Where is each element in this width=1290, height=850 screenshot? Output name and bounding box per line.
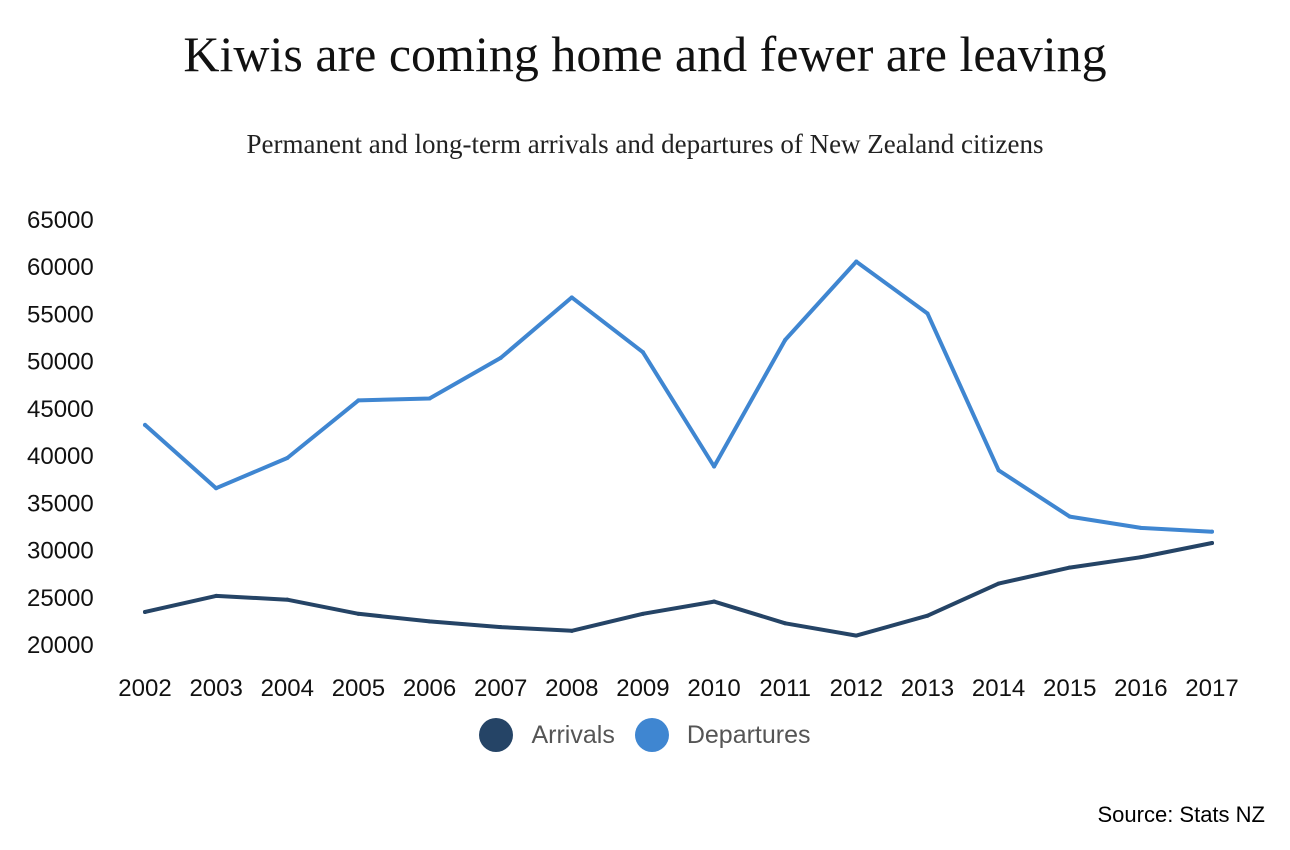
legend-item-arrivals[interactable]: Arrivals — [479, 718, 615, 752]
y-tick-label: 45000 — [27, 396, 94, 423]
data-point-departures — [1067, 514, 1072, 519]
x-tick-label: 2014 — [972, 675, 1025, 702]
y-tick-label: 65000 — [27, 207, 94, 234]
data-point-arrivals — [925, 613, 930, 618]
data-point-arrivals — [640, 611, 645, 616]
x-tick-label: 2009 — [616, 675, 669, 702]
data-point-arrivals — [143, 609, 147, 614]
series-lines — [143, 259, 1214, 638]
data-point-departures — [1210, 529, 1214, 534]
x-tick-label: 2002 — [118, 675, 171, 702]
data-point-departures — [854, 259, 859, 264]
legend-item-departures[interactable]: Departures — [634, 718, 811, 752]
x-tick-label: 2015 — [1043, 675, 1096, 702]
data-point-departures — [498, 355, 503, 360]
x-axis: 2002 2003 2004 2005 2006 2007 2008 2009 2010 2011… — [118, 675, 1238, 702]
data-point-departures — [783, 337, 788, 342]
series-line-departures — [143, 259, 1214, 534]
x-tick-label: 2008 — [545, 675, 598, 702]
y-tick-label: 60000 — [27, 254, 94, 281]
x-tick-label: 2005 — [332, 675, 385, 702]
data-point-departures — [712, 464, 717, 469]
y-tick-label: 35000 — [27, 490, 94, 517]
data-point-arrivals — [569, 628, 574, 633]
data-point-arrivals — [214, 593, 219, 598]
y-tick-label: 30000 — [27, 538, 94, 565]
chart-title: Kiwis are coming home and fewer are leav… — [183, 26, 1107, 82]
data-point-arrivals — [996, 581, 1001, 586]
data-point-arrivals — [1210, 541, 1214, 545]
y-axis: 20000 25000 30000 35000 40000 45000 50000 55000… — [27, 207, 94, 659]
series-line-arrivals — [143, 541, 1214, 638]
x-tick-label: 2010 — [687, 675, 740, 702]
legend-swatch-departures — [634, 718, 669, 752]
data-point-arrivals — [498, 625, 503, 630]
data-point-arrivals — [1138, 555, 1143, 560]
data-point-arrivals — [854, 633, 859, 638]
y-tick-label: 40000 — [27, 443, 94, 470]
x-tick-label: 2017 — [1185, 675, 1238, 702]
data-point-arrivals — [783, 621, 788, 626]
y-tick-label: 50000 — [27, 349, 94, 376]
data-point-arrivals — [1067, 565, 1072, 570]
data-point-departures — [996, 468, 1001, 473]
x-tick-label: 2011 — [759, 675, 811, 702]
data-point-arrivals — [285, 597, 290, 602]
data-point-departures — [285, 456, 290, 460]
y-tick-label: 55000 — [27, 301, 94, 328]
data-point-departures — [143, 422, 147, 427]
legend-label-arrivals: Arrivals — [531, 721, 615, 749]
x-tick-label: 2013 — [901, 675, 954, 702]
data-point-departures — [214, 486, 219, 491]
legend-swatch-arrivals — [479, 718, 514, 752]
data-point-departures — [1138, 525, 1143, 530]
data-point-arrivals — [427, 619, 432, 624]
x-tick-label: 2006 — [403, 675, 456, 702]
y-tick-label: 25000 — [27, 585, 94, 612]
y-tick-label: 20000 — [27, 632, 94, 659]
x-tick-label: 2016 — [1114, 675, 1167, 702]
x-tick-label: 2012 — [830, 675, 883, 702]
legend: Arrivals Departures — [0, 718, 1290, 752]
data-point-arrivals — [356, 611, 361, 616]
data-point-departures — [925, 311, 930, 316]
data-point-arrivals — [712, 599, 717, 604]
data-point-departures — [569, 295, 574, 300]
source-note: Source: Stats NZ — [1097, 802, 1265, 827]
x-tick-label: 2007 — [474, 675, 527, 702]
data-point-departures — [356, 398, 361, 403]
data-point-departures — [640, 350, 645, 355]
x-tick-label: 2003 — [189, 675, 242, 702]
data-point-departures — [427, 396, 432, 401]
chart-subtitle: Permanent and long-term arrivals and dep… — [246, 129, 1044, 159]
x-tick-label: 2004 — [261, 675, 314, 702]
legend-label-departures: Departures — [686, 721, 811, 749]
